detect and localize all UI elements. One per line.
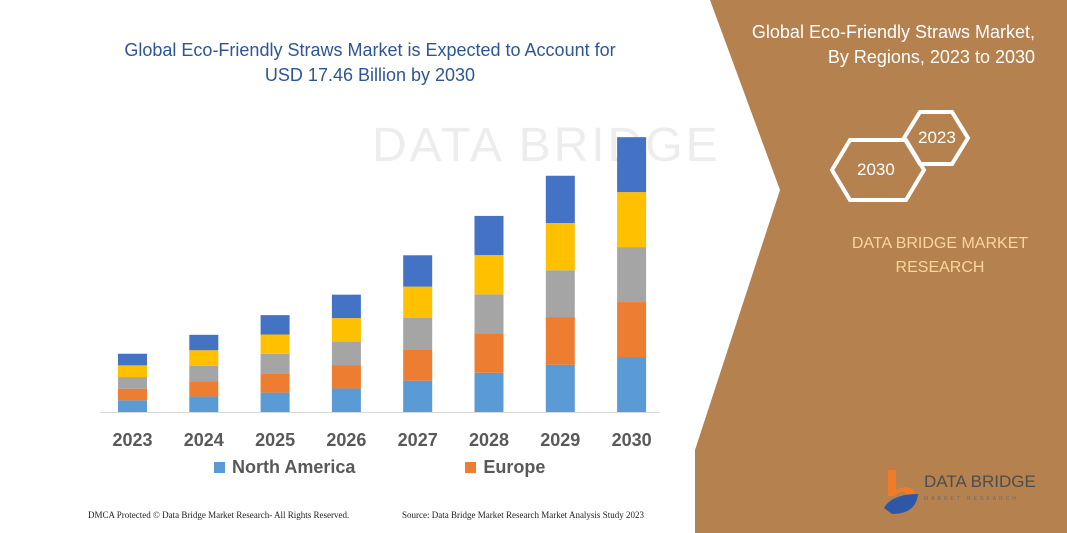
- bar-segment-2029-4: [545, 175, 575, 223]
- logo-icon: [884, 470, 918, 514]
- brand-line-1: DATA BRIDGE MARKET: [851, 235, 1029, 252]
- bar-segment-2027-1: [403, 349, 433, 381]
- bar-segment-2027-3: [403, 286, 433, 318]
- bar-segment-2029-0: [545, 364, 575, 412]
- bar-segment-2025-0: [260, 392, 290, 412]
- bar-segment-2027-2: [403, 317, 433, 350]
- legend-label: Europe: [483, 457, 546, 477]
- side-title: Global Eco-Friendly Straws Market, By Re…: [752, 20, 1035, 70]
- bar-segment-2026-1: [331, 365, 361, 389]
- stacked-bar-chart: 2023 2024 2025 2026 2027 2028 2029 2030: [100, 137, 660, 450]
- footer-source: Source: Data Bridge Market Research Mark…: [402, 510, 644, 520]
- bar-segment-2023-1: [118, 388, 147, 401]
- hex-label-2023: 2023: [918, 128, 956, 147]
- logo-subtext: MARKET RESEARCH: [924, 496, 1019, 502]
- hex-label-2030: 2030: [857, 160, 895, 179]
- logo-text: DATA BRIDGE: [924, 472, 1036, 491]
- bar-segment-2024-2: [189, 365, 219, 382]
- bar-segment-2028-4: [474, 215, 504, 256]
- legend: North America Europe: [214, 457, 545, 478]
- x-tick-label: 2023: [112, 430, 152, 450]
- bar-segment-2024-4: [189, 334, 219, 351]
- x-tick-label: 2024: [184, 430, 224, 450]
- chart-title: Global Eco-Friendly Straws Market is Exp…: [90, 38, 650, 88]
- title-line-2: USD 17.46 Billion by 2030: [264, 65, 476, 85]
- x-tick-label: 2025: [255, 430, 295, 450]
- bar-segment-2023-0: [118, 400, 147, 412]
- brand-line-2: RESEARCH: [895, 259, 985, 276]
- footer-copyright: DMCA Protected © Data Bridge Market Rese…: [88, 510, 350, 520]
- watermark: DATA BRIDGE: [372, 119, 721, 172]
- bar-segment-2023-4: [118, 353, 147, 366]
- x-tick-label: 2026: [326, 430, 366, 450]
- x-tick-label: 2027: [398, 430, 438, 450]
- bar-segment-2029-1: [545, 317, 575, 365]
- bar-segment-2024-3: [189, 350, 219, 366]
- bar-segment-2030-1: [617, 302, 647, 358]
- title-line-1: Global Eco-Friendly Straws Market is Exp…: [124, 40, 616, 60]
- bar-segment-2026-0: [331, 388, 361, 412]
- bar-segment-2025-2: [260, 353, 290, 374]
- bar-segment-2024-1: [189, 381, 219, 397]
- bar-segment-2027-0: [403, 380, 433, 412]
- bar-segment-2029-3: [545, 222, 575, 271]
- bar-segment-2030-0: [617, 357, 647, 412]
- legend-item-europe: Europe: [465, 457, 545, 478]
- x-tick-label: 2028: [469, 430, 509, 450]
- bar-segment-2027-4: [403, 255, 433, 287]
- bar-segment-2028-3: [474, 255, 504, 295]
- bar-segment-2029-2: [545, 270, 575, 318]
- bar-segment-2025-4: [260, 315, 290, 335]
- bar-segment-2026-4: [331, 294, 361, 319]
- x-tick-label: 2030: [612, 430, 652, 450]
- bar-segment-2026-2: [331, 341, 361, 366]
- bar-segment-2025-3: [260, 334, 290, 354]
- legend-item-north-america: North America: [214, 457, 355, 478]
- bar-segment-2030-2: [617, 247, 647, 303]
- bar-segment-2026-3: [331, 318, 361, 342]
- data-bridge-logo: DATA BRIDGE MARKET RESEARCH: [882, 468, 1042, 518]
- x-tick-label: 2029: [540, 430, 580, 450]
- bar-segment-2028-1: [474, 333, 504, 373]
- side-title-line-2: By Regions, 2023 to 2030: [827, 47, 1035, 67]
- bar-segment-2030-3: [617, 192, 647, 248]
- bar-segment-2024-0: [189, 396, 219, 412]
- bar-segment-2028-0: [474, 372, 504, 412]
- hexagon-2030: [829, 138, 927, 202]
- bar-segment-2023-3: [118, 365, 147, 378]
- bar-segment-2023-2: [118, 377, 147, 389]
- side-title-line-1: Global Eco-Friendly Straws Market,: [751, 22, 1035, 42]
- brand-text: DATA BRIDGE MARKET RESEARCH: [820, 232, 1060, 280]
- bar-segment-2030-4: [617, 137, 647, 193]
- legend-label: North America: [232, 457, 356, 477]
- bar-segment-2025-1: [260, 373, 290, 393]
- bar-segment-2028-2: [474, 294, 504, 334]
